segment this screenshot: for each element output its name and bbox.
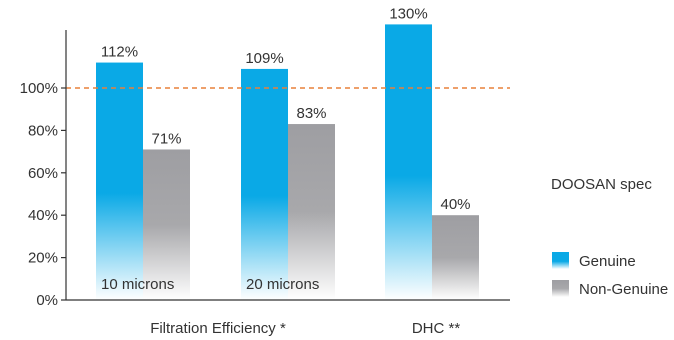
data-labels-layer: 112% 109% 130% 71% 83% 40% 10 microns 20 micron… (101, 5, 471, 293)
legend-label-genuine: Genuine (579, 253, 636, 270)
y-tick-label: 20% (28, 250, 58, 267)
legend-label-non-genuine: Non-Genuine (579, 281, 668, 298)
group-label-filtration: Filtration Efficiency * (150, 320, 286, 337)
reference-line-label: DOOSAN spec (551, 176, 652, 193)
data-label: 83% (296, 105, 326, 122)
bar-genuine (96, 62, 143, 301)
in-bar-label: 20 microns (246, 276, 319, 293)
y-tick-label: 40% (28, 207, 58, 224)
data-label: 40% (440, 196, 470, 213)
data-label: 109% (245, 50, 283, 67)
bar-non-genuine (432, 215, 479, 300)
legend-swatch-non-genuine (552, 280, 569, 297)
data-label: 112% (101, 44, 138, 61)
y-tick-label: 100% (20, 80, 58, 97)
group-label-dhc: DHC ** (412, 320, 461, 337)
in-bar-label: 10 microns (101, 276, 174, 293)
bar-non-genuine (143, 149, 190, 300)
y-tick-label: 60% (28, 165, 58, 182)
y-tick-label: 80% (28, 122, 58, 139)
bar-non-genuine (288, 124, 335, 300)
data-label: 71% (151, 130, 181, 147)
legend-swatch-genuine (552, 252, 569, 269)
bar-genuine (385, 24, 432, 301)
y-tick-label: 0% (36, 292, 58, 309)
bar-genuine (241, 68, 288, 300)
data-label: 130% (389, 5, 427, 22)
bars-layer (96, 24, 479, 301)
y-axis-ticks: 0% 20% 40% 60% 80% 100% (20, 80, 66, 309)
legend: Genuine Non-Genuine (552, 252, 668, 298)
